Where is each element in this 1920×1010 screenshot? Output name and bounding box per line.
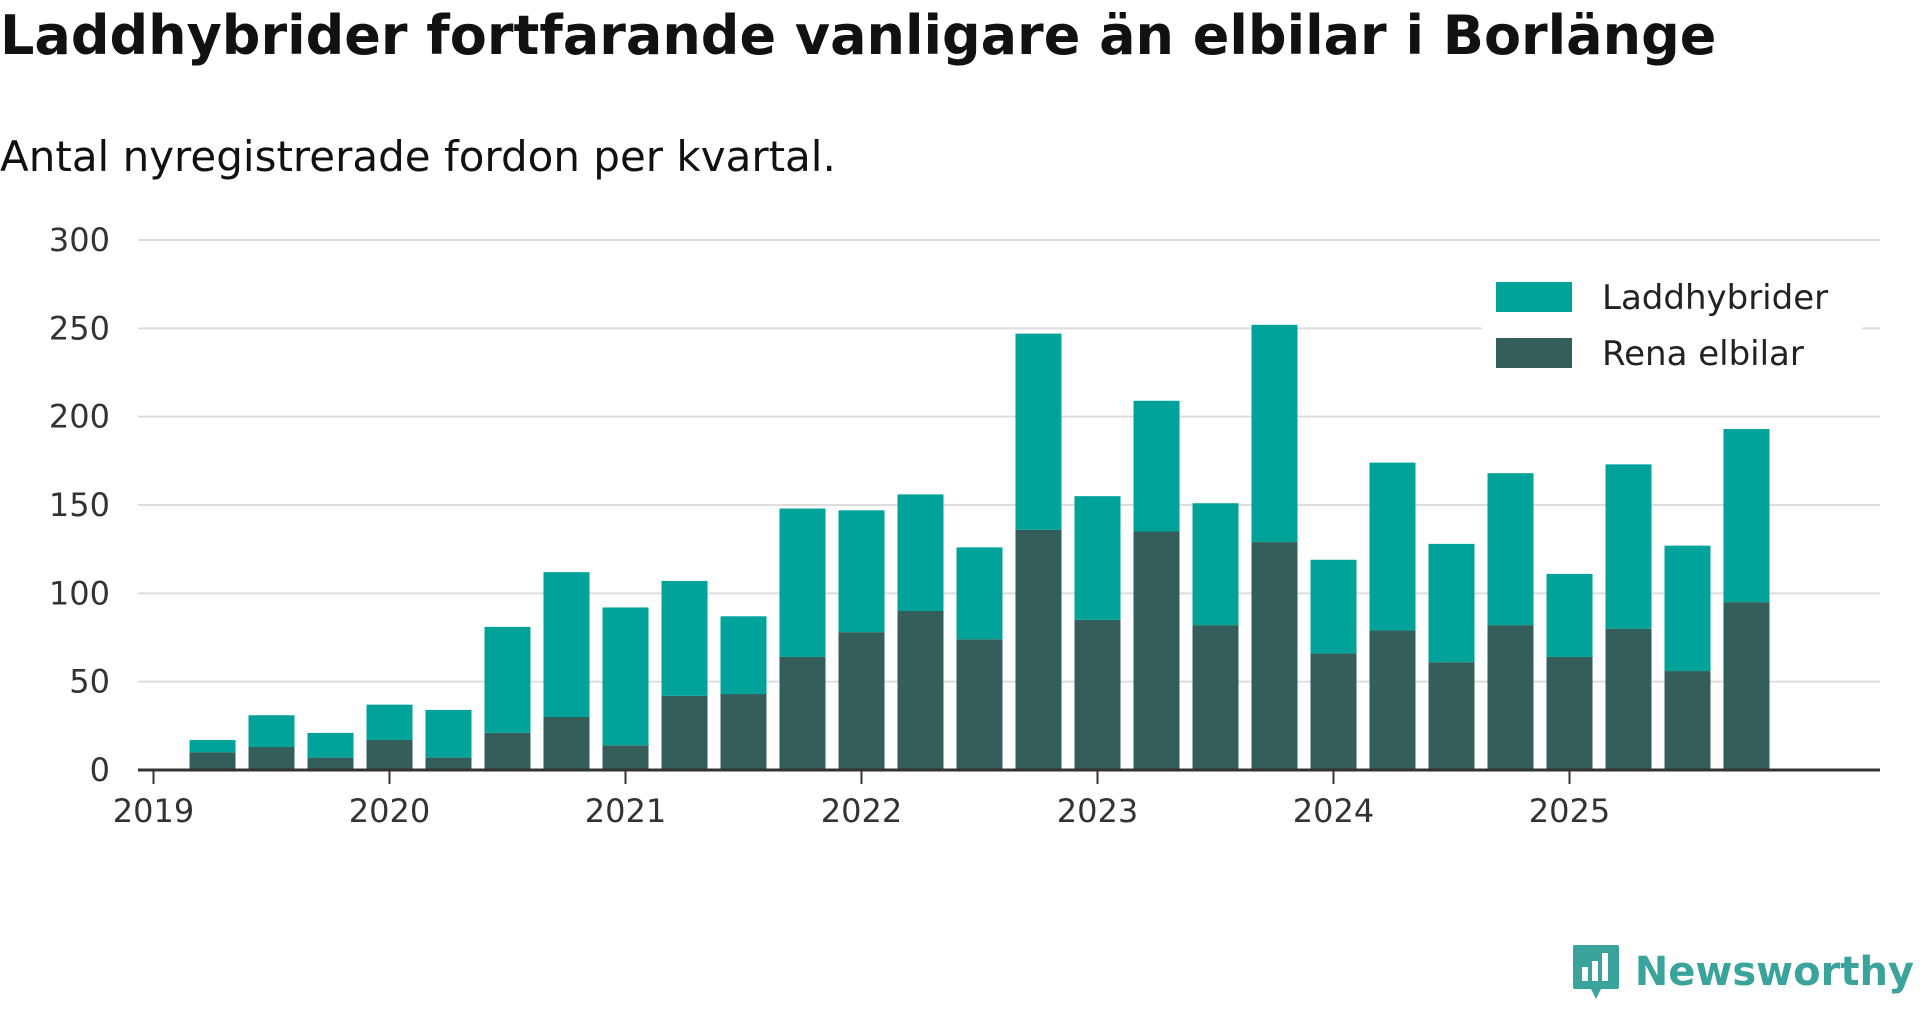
- bar-rena-elbilar: [1133, 531, 1180, 770]
- bar-rena-elbilar: [602, 745, 649, 770]
- bar-laddhybrider: [956, 547, 1003, 640]
- bar-rena-elbilar: [838, 632, 885, 770]
- x-tick-label: 2020: [349, 792, 430, 830]
- bar-laddhybrider: [248, 715, 295, 748]
- bar-laddhybrider: [1015, 333, 1062, 530]
- bar-laddhybrider: [543, 572, 590, 717]
- y-tick-label: 200: [49, 398, 110, 436]
- x-tick-label: 2019: [113, 792, 194, 830]
- legend: Laddhybrider Rena elbilar: [1482, 264, 1862, 390]
- bar-rena-elbilar: [779, 656, 826, 770]
- bar-laddhybrider: [1546, 573, 1593, 657]
- bar-laddhybrider: [1605, 464, 1652, 629]
- bar-rena-elbilar: [897, 611, 944, 770]
- bar-rena-elbilar: [1723, 602, 1770, 770]
- bar-laddhybrider: [779, 508, 826, 657]
- bar-laddhybrider: [838, 510, 885, 633]
- bars: [189, 324, 1770, 770]
- bar-rena-elbilar: [1369, 630, 1416, 770]
- chart-title: Laddhybrider fortfarande vanligare än el…: [0, 4, 1717, 67]
- bar-laddhybrider: [307, 732, 354, 758]
- bar-rena-elbilar: [189, 752, 236, 770]
- bar-laddhybrider: [1251, 324, 1298, 543]
- y-tick-label: 0: [90, 751, 110, 789]
- bar-rena-elbilar: [425, 757, 472, 770]
- y-tick-label: 50: [69, 663, 110, 701]
- bar-laddhybrider: [1074, 496, 1121, 620]
- bar-laddhybrider: [897, 494, 944, 611]
- legend-swatch-laddhybrider: [1496, 282, 1572, 312]
- bar-rena-elbilar: [956, 639, 1003, 770]
- bar-rena-elbilar: [543, 717, 590, 770]
- bar-rena-elbilar: [1605, 628, 1652, 770]
- bar-laddhybrider: [484, 626, 531, 733]
- x-tick-label: 2021: [585, 792, 666, 830]
- bar-rena-elbilar: [1015, 529, 1062, 770]
- y-tick-label: 250: [49, 309, 110, 347]
- bar-laddhybrider: [661, 580, 708, 696]
- bar-laddhybrider: [1192, 503, 1239, 626]
- legend-label-laddhybrider: Laddhybrider: [1602, 278, 1828, 318]
- bar-laddhybrider: [1664, 545, 1711, 672]
- bar-laddhybrider: [1487, 473, 1534, 626]
- bar-laddhybrider: [1428, 543, 1475, 663]
- bar-rena-elbilar: [1546, 656, 1593, 770]
- bar-rena-elbilar: [366, 739, 413, 770]
- x-tick-label: 2025: [1529, 792, 1610, 830]
- bar-rena-elbilar: [1310, 653, 1357, 770]
- x-tick-label: 2024: [1293, 792, 1374, 830]
- bar-rena-elbilar: [1251, 542, 1298, 770]
- newsworthy-icon: [1572, 945, 1619, 999]
- bar-laddhybrider: [720, 616, 767, 695]
- newsworthy-logo: Newsworthy: [1571, 942, 1914, 1002]
- bar-rena-elbilar: [248, 747, 295, 770]
- y-tick-label: 150: [49, 486, 110, 524]
- legend-swatch-rena-elbilar: [1496, 338, 1572, 368]
- bar-rena-elbilar: [1428, 662, 1475, 770]
- x-axis: 2019 2020 2021 2022 2023 2024 2025: [113, 768, 1880, 830]
- y-axis-labels: 0 50 100 150 200 250 300: [49, 221, 110, 789]
- bar-rena-elbilar: [484, 732, 531, 770]
- bar-rena-elbilar: [1074, 619, 1121, 770]
- bar-rena-elbilar: [1192, 625, 1239, 770]
- bar-laddhybrider: [425, 709, 472, 758]
- bar-rena-elbilar: [307, 757, 354, 770]
- y-tick-label: 100: [49, 574, 110, 612]
- bar-rena-elbilar: [661, 695, 708, 770]
- x-tick-label: 2022: [821, 792, 902, 830]
- chart-subtitle: Antal nyregistrerade fordon per kvartal.: [0, 132, 836, 181]
- bar-laddhybrider: [602, 607, 649, 746]
- bar-laddhybrider: [1133, 400, 1180, 532]
- bar-rena-elbilar: [720, 694, 767, 770]
- y-tick-label: 300: [49, 221, 110, 259]
- brand-name: Newsworthy: [1634, 949, 1914, 995]
- x-tick-label: 2023: [1057, 792, 1138, 830]
- legend-label-rena-elbilar: Rena elbilar: [1602, 334, 1804, 374]
- bar-laddhybrider: [1723, 429, 1770, 603]
- bar-laddhybrider: [1310, 559, 1357, 654]
- bar-laddhybrider: [189, 739, 236, 753]
- bar-laddhybrider: [1369, 462, 1416, 631]
- bar-rena-elbilar: [1487, 625, 1534, 770]
- bar-rena-elbilar: [1664, 671, 1711, 770]
- bar-laddhybrider: [366, 704, 413, 740]
